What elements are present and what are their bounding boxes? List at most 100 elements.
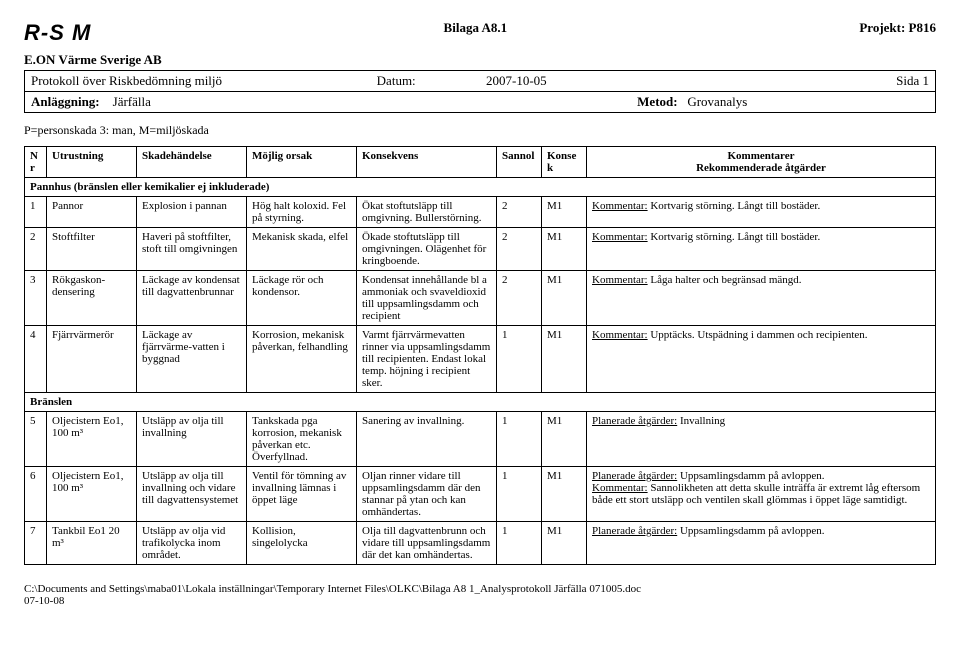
footer-path: C:\Documents and Settings\maba01\Lokala … — [24, 583, 936, 595]
cell-km: Planerade åtgärder: Invallning — [587, 412, 936, 467]
km-rest: Låga halter och begränsad mängd. — [648, 274, 802, 286]
cell-nr: 4 — [25, 326, 47, 393]
table-row: 4 Fjärrvärmerör Läckage av fjärrvärme-va… — [25, 326, 936, 393]
bilaga-title: Bilaga A8.1 — [91, 20, 859, 36]
hdr-datum-label: Datum: — [371, 71, 480, 92]
cell-ut: Stoftfilter — [47, 228, 137, 271]
company-name: E.ON Värme Sverige AB — [24, 52, 936, 68]
cell-kv: Oljan rinner vidare till uppsamlingsdamm… — [357, 467, 497, 522]
cell-sa: 2 — [497, 271, 542, 326]
cell-sa: 1 — [497, 522, 542, 565]
th-sannol: Sannol — [497, 147, 542, 178]
cell-sk: Utsläpp av olja till invallning — [137, 412, 247, 467]
hdr-left: Protokoll över Riskbedömning miljö — [25, 71, 371, 92]
cell-mo: Kollision, singelolycka — [247, 522, 357, 565]
cell-ut: Tankbil Eo1 20 m³ — [47, 522, 137, 565]
section-row-branslen: Bränslen — [25, 393, 936, 412]
cell-nr: 1 — [25, 197, 47, 228]
cell-ko: M1 — [542, 271, 587, 326]
th-kommentarer: Kommentarer Rekommenderade åtgärder — [587, 147, 936, 178]
table-row: 6 Oljecistern Eo1, 100 m³ Utsläpp av olj… — [25, 467, 936, 522]
hdr-empty1 — [371, 92, 480, 113]
th-kommentarer-line1: Kommentarer — [728, 150, 795, 162]
cell-sa: 1 — [497, 467, 542, 522]
km-rest: Uppsamlingsdamm på avloppen. — [677, 525, 824, 537]
cell-km: Kommentar: Kortvarig störning. Långt til… — [587, 228, 936, 271]
table-row: 2 Stoftfilter Haveri på stoftfilter, sto… — [25, 228, 936, 271]
document-header-table: Protokoll över Riskbedömning miljö Datum… — [24, 70, 936, 113]
cell-kv: Ökat stoftutsläpp till omgivning. Buller… — [357, 197, 497, 228]
table-row: 7 Tankbil Eo1 20 m³ Utsläpp av olja vid … — [25, 522, 936, 565]
cell-nr: 6 — [25, 467, 47, 522]
th-mojlig-orsak: Möjlig orsak — [247, 147, 357, 178]
cell-sk: Utsläpp av olja till invallning och vida… — [137, 467, 247, 522]
km-rest: Kortvarig störning. Långt till bostäder. — [648, 200, 821, 212]
hdr-metod: Metod: Grovanalys — [480, 92, 753, 113]
anlaggning-label: Anläggning: — [31, 94, 100, 109]
logo: R-S M — [24, 20, 91, 46]
th-utrustning: Utrustning — [47, 147, 137, 178]
metod-value: Grovanalys — [687, 94, 747, 109]
cell-mo: Ventil för tömning av invallning lämnas … — [247, 467, 357, 522]
cell-kv: Olja till dagvattenbrunn och vidare till… — [357, 522, 497, 565]
section-row-pannhus: Pannhus (bränslen eller kemikalier ej in… — [25, 178, 936, 197]
cell-sk: Explosion i pannan — [137, 197, 247, 228]
cell-nr: 3 — [25, 271, 47, 326]
top-header-row: R-S M Bilaga A8.1 Projekt: P816 — [24, 20, 936, 46]
cell-sa: 2 — [497, 197, 542, 228]
cell-ko: M1 — [542, 326, 587, 393]
table-row: 3 Rökgaskon-densering Läckage av kondens… — [25, 271, 936, 326]
km-label: Kommentar: — [592, 231, 648, 243]
cell-km: Kommentar: Låga halter och begränsad män… — [587, 271, 936, 326]
cell-ut: Pannor — [47, 197, 137, 228]
th-konsek: Konsek — [542, 147, 587, 178]
cell-nr: 5 — [25, 412, 47, 467]
km-label2: Kommentar: — [592, 482, 648, 494]
cell-km: Planerade åtgärder: Uppsamlingsdamm på a… — [587, 522, 936, 565]
cell-mo: Tankskada pga korrosion, mekanisk påverk… — [247, 412, 357, 467]
cell-ko: M1 — [542, 522, 587, 565]
km-label: Planerade åtgärder: — [592, 470, 677, 482]
th-kommentarer-line2: Rekommenderade åtgärder — [696, 162, 826, 174]
cell-km: Kommentar: Kortvarig störning. Långt til… — [587, 197, 936, 228]
cell-kv: Sanering av invallning. — [357, 412, 497, 467]
km-rest: Upptäcks. Utspädning i dammen och recipi… — [648, 329, 868, 341]
cell-sk: Haveri på stoftfilter, stoft till omgivn… — [137, 228, 247, 271]
cell-nr: 7 — [25, 522, 47, 565]
km-rest: Uppsamlingsdamm på avloppen. — [677, 470, 824, 482]
cell-sa: 1 — [497, 326, 542, 393]
km-rest: Kortvarig störning. Långt till bostäder. — [648, 231, 821, 243]
km-label: Kommentar: — [592, 274, 648, 286]
hdr-page: Sida 1 — [753, 71, 935, 92]
cell-kv: Ökade stoftutsläpp till omgivningen. Olä… — [357, 228, 497, 271]
km-label: Kommentar: — [592, 200, 648, 212]
section-branslen: Bränslen — [25, 393, 936, 412]
cell-ut: Fjärrvärmerör — [47, 326, 137, 393]
cell-ko: M1 — [542, 228, 587, 271]
th-skadehandelse: Skadehändelse — [137, 147, 247, 178]
km-rest: Invallning — [677, 415, 725, 427]
cell-nr: 2 — [25, 228, 47, 271]
risk-table: Nr Utrustning Skadehändelse Möjlig orsak… — [24, 146, 936, 565]
km-label: Planerade åtgärder: — [592, 415, 677, 427]
cell-kv: Varmt fjärrvärmevatten rinner via uppsam… — [357, 326, 497, 393]
footer-date: 07-10-08 — [24, 595, 936, 607]
table-row: 5 Oljecistern Eo1, 100 m³ Utsläpp av olj… — [25, 412, 936, 467]
cell-ko: M1 — [542, 197, 587, 228]
th-nr: Nr — [25, 147, 47, 178]
cell-ut: Oljecistern Eo1, 100 m³ — [47, 467, 137, 522]
th-konsekvens: Konsekvens — [357, 147, 497, 178]
cell-mo: Mekanisk skada, elfel — [247, 228, 357, 271]
cell-sk: Läckage av fjärrvärme-vatten i byggnad — [137, 326, 247, 393]
km-label: Kommentar: — [592, 329, 648, 341]
cell-km: Kommentar: Upptäcks. Utspädning i dammen… — [587, 326, 936, 393]
metod-label: Metod: — [637, 94, 677, 109]
cell-mo: Korrosion, mekanisk påverkan, felhandlin… — [247, 326, 357, 393]
cell-ut: Rökgaskon-densering — [47, 271, 137, 326]
km-label: Planerade åtgärder: — [592, 525, 677, 537]
legend-text: P=personskada 3: man, M=miljöskada — [24, 123, 936, 138]
cell-sa: 2 — [497, 228, 542, 271]
anlaggning-value: Järfälla — [113, 94, 151, 109]
cell-sk: Utsläpp av olja vid trafikolycka inom om… — [137, 522, 247, 565]
section-pannhus: Pannhus (bränslen eller kemikalier ej in… — [25, 178, 936, 197]
